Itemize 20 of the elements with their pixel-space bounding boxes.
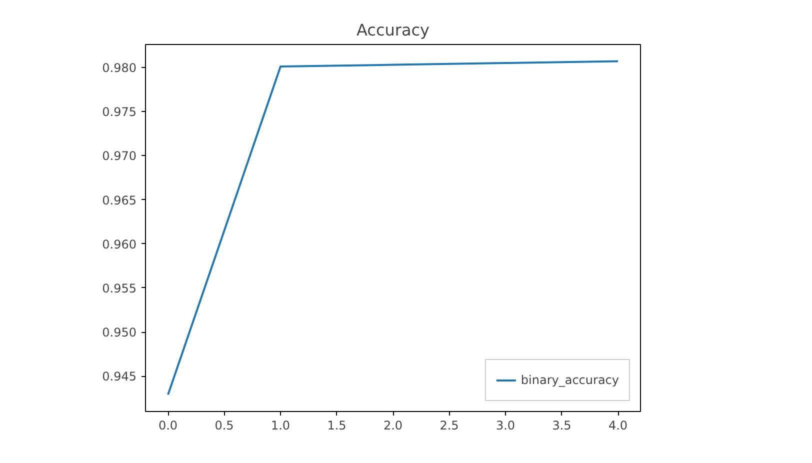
x-tick-label: 2.0 — [383, 418, 403, 432]
x-tick-label: 3.5 — [552, 418, 572, 432]
chart-title: Accuracy — [356, 20, 430, 40]
x-tick-label: 2.5 — [440, 418, 459, 432]
y-tick-label: 0.970 — [102, 149, 137, 164]
x-tick-label: 0.0 — [158, 418, 178, 432]
x-tick-label: 1.0 — [270, 418, 290, 432]
y-tick-label: 0.975 — [102, 105, 137, 120]
x-tick-label: 1.5 — [327, 418, 346, 432]
x-tick-label: 3.0 — [496, 418, 516, 432]
line-series — [167, 60, 619, 396]
y-tick-label: 0.980 — [102, 60, 137, 75]
y-tick-label: 0.945 — [102, 370, 137, 384]
x-tick-label: 0.5 — [214, 418, 234, 432]
y-tick-label: 0.955 — [102, 281, 137, 296]
y-tick-label: 0.950 — [102, 326, 137, 340]
x-tick-label: 4.0 — [608, 418, 628, 432]
legend-label: binary_accuracy — [520, 373, 619, 387]
y-tick-label: 0.960 — [102, 237, 137, 252]
y-tick-label: 0.965 — [102, 193, 137, 208]
